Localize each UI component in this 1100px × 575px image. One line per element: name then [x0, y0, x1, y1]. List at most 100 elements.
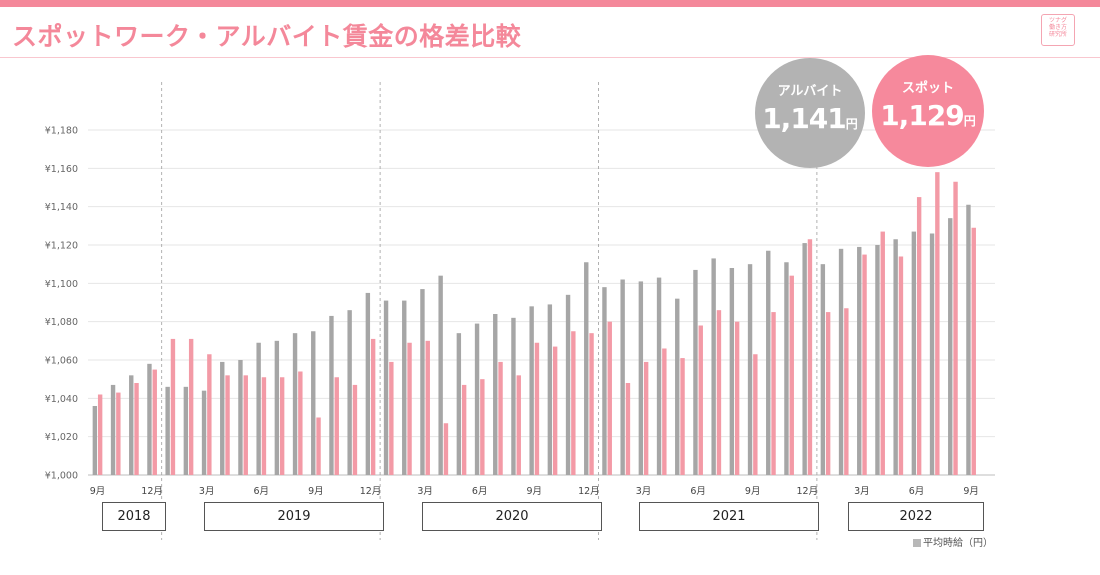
x-tick-label: 3月: [417, 486, 433, 497]
y-tick-label: ¥1,060: [45, 356, 78, 367]
spot-bar: [498, 361, 503, 475]
year-separators: [161, 82, 818, 540]
albaito-bar: [110, 384, 116, 475]
brand-logo: ツナグ 働き方 研究所: [1041, 14, 1075, 46]
spot-bar: [480, 379, 485, 475]
y-tick-label: ¥1,160: [45, 164, 78, 175]
spot-bar: [170, 338, 176, 475]
x-tick-label: 9月: [963, 486, 979, 497]
albaito-bar: [165, 386, 170, 475]
spot-bar: [589, 333, 594, 475]
albaito-bar: [420, 289, 425, 475]
albaito-bar: [729, 268, 735, 475]
albaito-bar: [838, 248, 844, 475]
spot-bar: [352, 384, 358, 475]
spot-bar: [625, 383, 631, 475]
spot-bar: [516, 375, 521, 475]
logo-line-1: ツナグ: [1048, 17, 1067, 24]
albaito-bar: [438, 275, 443, 475]
spot-bar: [534, 342, 540, 475]
y-tick-label: ¥1,000: [45, 471, 78, 482]
spot-bar: [334, 377, 339, 475]
spot-bar: [152, 369, 157, 475]
y-tick-label: ¥1,120: [45, 241, 78, 252]
spot-bar: [953, 181, 958, 475]
logo-line-2: 働き方: [1048, 24, 1067, 31]
spot-bar: [552, 346, 558, 475]
x-tick-label: 6月: [254, 486, 270, 497]
spot-bar: [243, 375, 248, 475]
albaito-bar: [638, 281, 644, 475]
spot-bar: [571, 331, 576, 475]
spot-bar: [261, 377, 267, 475]
spot-bar: [425, 340, 430, 475]
spot-bar: [370, 338, 376, 475]
albaito-bar: [347, 310, 352, 475]
spot-bar: [389, 361, 394, 475]
albaito-bar: [857, 246, 862, 475]
spot-bar: [825, 312, 831, 475]
albaito-bar: [256, 342, 261, 475]
spot-bar: [862, 254, 867, 475]
spot-bar: [97, 394, 103, 475]
albaito-bar: [183, 386, 189, 475]
top-accent-bar: [0, 0, 1100, 7]
page-title: スポットワーク・アルバイト賃金の格差比較: [12, 22, 522, 51]
albaito-bar: [383, 300, 389, 475]
y-tick-label: ¥1,020: [45, 432, 78, 443]
spot-bar: [298, 371, 303, 475]
albaito-bar: [966, 204, 971, 475]
y-tick-label: ¥1,180: [45, 126, 78, 137]
spot-callout-label: スポット: [901, 81, 954, 96]
albaito-bar: [292, 333, 298, 475]
legend-label: 平均時給（円）: [923, 538, 993, 549]
spot-bar: [807, 239, 813, 475]
albaito-bar: [875, 245, 880, 475]
x-tick-label: 3月: [636, 486, 652, 497]
x-tick-label: 12月: [797, 486, 819, 497]
spot-bar: [225, 375, 230, 475]
spot-bar: [443, 423, 449, 475]
grid-lines: [88, 129, 995, 476]
albaito-bar: [802, 243, 807, 475]
x-tick-label: 6月: [690, 486, 706, 497]
spot-bar: [188, 338, 194, 475]
spot-bar: [698, 325, 703, 475]
albaito-bar: [747, 264, 753, 475]
albaito-bar: [529, 306, 534, 475]
x-axis-ticks: 9月 12月 3月 6月 9月 12月 3月 6月 9月 12月 3月 6月 9月 12月 3月 6月 9月: [90, 486, 979, 497]
spot-callout: スポット 1,129円: [872, 55, 984, 167]
albaito-callout-value: 1,141: [762, 102, 847, 135]
spot-callout-value: 1,129: [880, 99, 965, 132]
albaito-bar: [511, 317, 516, 475]
albaito-bar: [238, 360, 243, 475]
year-label-2018: 2018: [102, 502, 166, 531]
albaito-callout-unit: 円: [845, 117, 858, 131]
bar-series: [92, 172, 976, 476]
spot-bar: [643, 361, 649, 475]
y-axis-ticks: ¥1,000 ¥1,020 ¥1,040 ¥1,060 ¥1,080 ¥1,100 ¥1,1…: [45, 126, 78, 482]
albaito-bar: [602, 287, 607, 475]
y-tick-label: ¥1,140: [45, 202, 78, 213]
albaito-bar: [547, 304, 553, 475]
x-tick-label: 9月: [90, 486, 106, 497]
spot-bar: [716, 310, 722, 475]
albaito-bar: [820, 264, 826, 475]
x-tick-label: 12月: [360, 486, 382, 497]
year-label-2021: 2021: [639, 502, 819, 531]
spot-bar: [971, 227, 976, 475]
logo-line-3: 研究所: [1048, 31, 1067, 38]
spot-bar: [844, 308, 849, 475]
albaito-bar: [929, 233, 935, 475]
albaito-callout: アルバイト 1,141円: [755, 58, 865, 168]
y-tick-label: ¥1,040: [45, 394, 78, 405]
x-tick-label: 3月: [854, 486, 870, 497]
albaito-bar: [201, 390, 207, 475]
spot-bar: [880, 231, 885, 475]
spot-bar: [134, 383, 139, 475]
albaito-bar: [620, 279, 625, 475]
albaito-bar: [893, 239, 898, 475]
albaito-bar: [92, 406, 98, 475]
spot-bar: [680, 358, 685, 475]
